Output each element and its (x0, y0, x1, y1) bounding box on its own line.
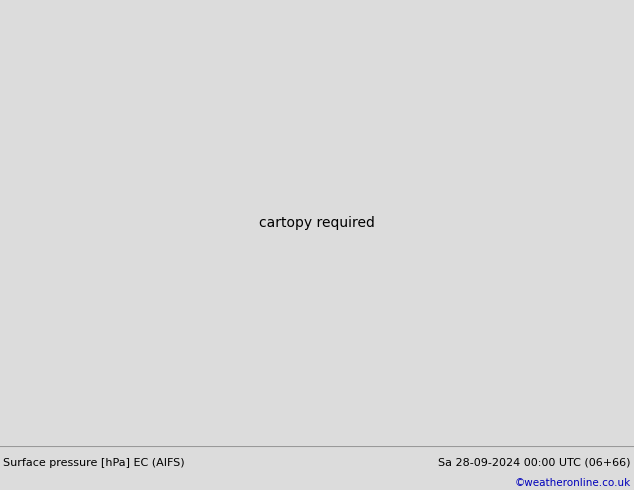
Text: ©weatheronline.co.uk: ©weatheronline.co.uk (515, 478, 631, 489)
Text: Surface pressure [hPa] EC (AIFS): Surface pressure [hPa] EC (AIFS) (3, 458, 184, 468)
Text: cartopy required: cartopy required (259, 216, 375, 230)
Text: Sa 28-09-2024 00:00 UTC (06+66): Sa 28-09-2024 00:00 UTC (06+66) (438, 458, 631, 468)
